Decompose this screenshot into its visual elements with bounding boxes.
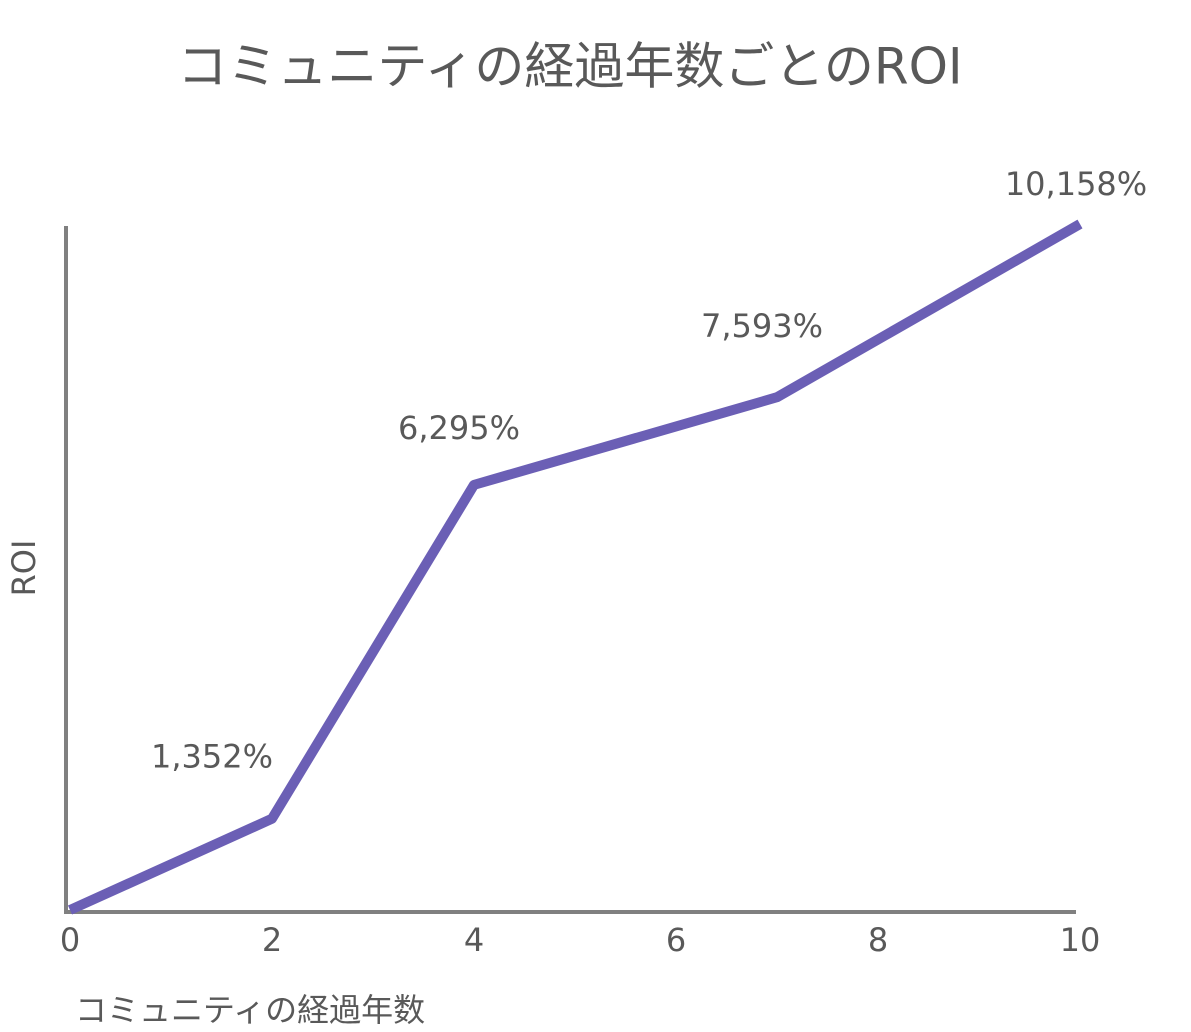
x-axis-label: コミュニティの経過年数 <box>75 991 425 1029</box>
chart-title: コミュニティの経過年数ごとのROI <box>177 38 962 96</box>
y-axis-label: ROI <box>5 540 43 597</box>
x-tick-label: 4 <box>464 921 484 959</box>
value-label: 6,295% <box>398 409 520 447</box>
line <box>67 219 1083 915</box>
x-tick-label: 10 <box>1060 921 1101 959</box>
x-tick-label: 2 <box>262 921 282 959</box>
x-tick-label: 6 <box>666 921 686 959</box>
x-tick-label: 8 <box>868 921 888 959</box>
value-label: 1,352% <box>151 738 273 776</box>
value-label: 7,593% <box>701 307 823 345</box>
x-tick-label: 0 <box>60 921 80 959</box>
value-label: 10,158% <box>1005 165 1147 203</box>
